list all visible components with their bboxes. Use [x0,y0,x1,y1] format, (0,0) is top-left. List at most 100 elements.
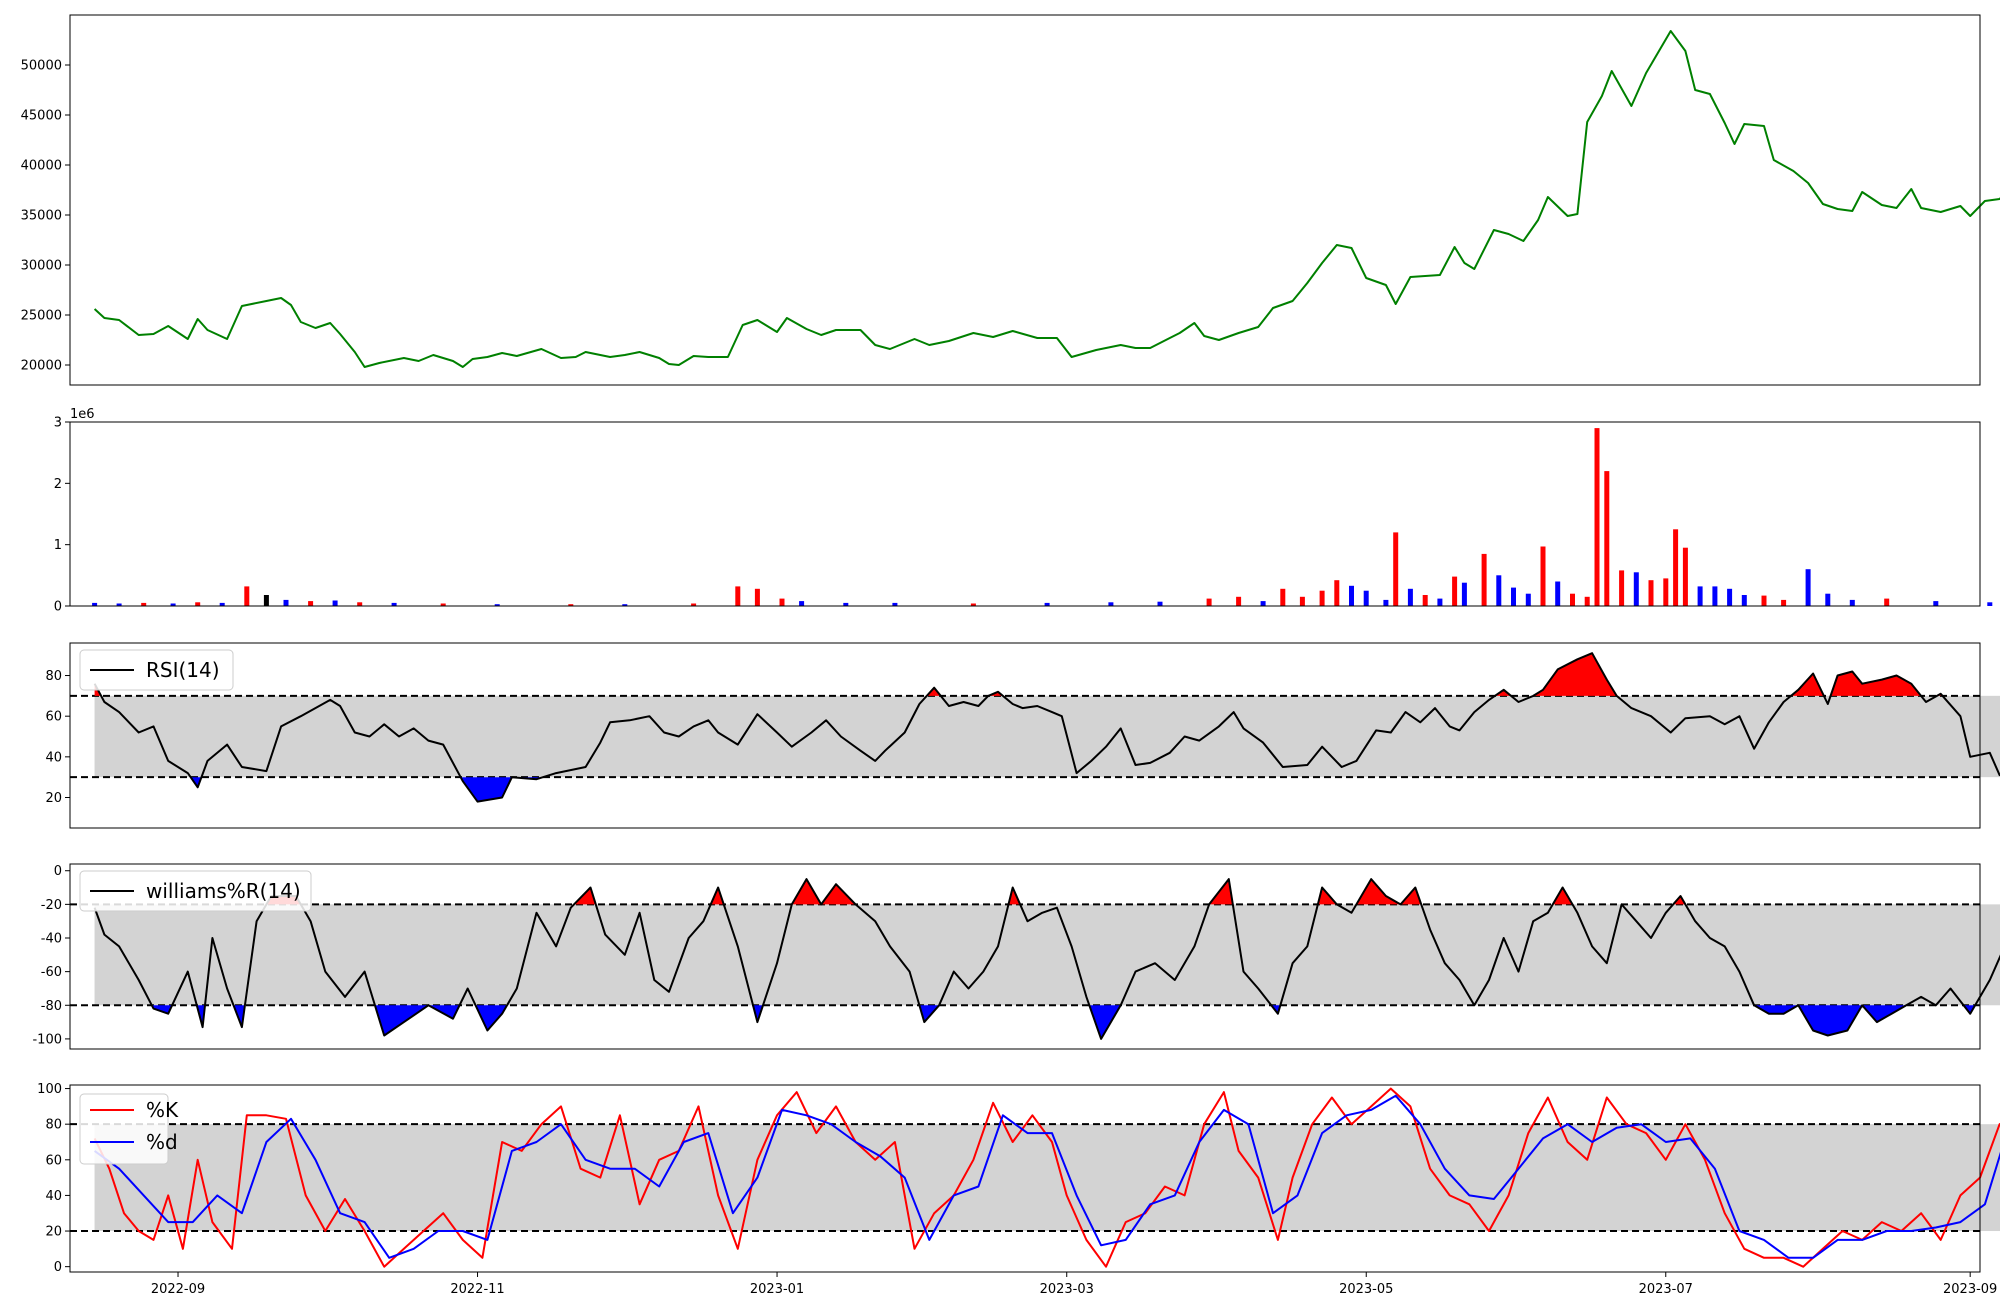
volume-bar [263,595,269,606]
price-frame [69,14,1981,386]
stochastic-y-tick-label: 80 [45,1118,62,1133]
volume-bar [1663,578,1669,606]
volume-y-multiplier-label: 1e6 [70,407,95,422]
volume-bar [799,601,805,606]
stochastic-y-tick-label: 60 [45,1153,62,1168]
volume-y-axis: 0 1 2 3 [54,416,70,615]
d-line [94,1094,2000,1259]
x-tick-label: 2022-09 [151,1282,205,1297]
williams-r-y-tick-label: -20 [41,898,62,913]
williams-r-oversold-fill [151,1005,173,1014]
volume-bar [357,602,363,606]
volume-y-tick-label: 1 [54,538,62,553]
volume-bar [1682,547,1688,606]
williams-r-legend: williams%R(14) [79,870,312,912]
volume-bar [92,602,98,606]
price-y-tick-label: 20000 [21,359,62,374]
volume-bar [1825,593,1831,606]
volume-bar [1619,570,1625,606]
volume-bar [1604,471,1610,606]
volume-bar [1712,586,1718,606]
volume-bar [1407,588,1413,606]
stochastic-legend-box [79,1093,169,1165]
volume-bar [308,601,314,606]
volume-bar [1260,601,1266,606]
rsi-y-axis: 20 40 60 80 [45,669,70,806]
volume-bar [892,602,898,606]
williams-r-oversold-fill [1089,1005,1121,1039]
volume-bar [754,588,760,606]
williams-r-overbought-fill [791,879,822,905]
volume-bar [283,599,289,606]
volume-bar [1511,587,1516,606]
williams-r-oversold-fill [475,1005,507,1031]
volume-bar [779,598,785,606]
volume-bar [1673,529,1679,606]
williams-r-band [94,904,2000,1006]
volume-bar [116,603,122,606]
rsi-frame [69,642,1981,829]
volume-bar [1236,596,1242,606]
price-plot-area [69,14,2000,386]
volume-bar [1383,599,1389,606]
volume-bar [170,603,176,606]
k-legend-label: %K [146,1098,179,1122]
price-y-tick-label: 45000 [21,109,62,124]
rsi-y-tick-label: 80 [45,669,62,684]
volume-bar [970,603,976,606]
stochastic-y-tick-label: 20 [45,1225,62,1240]
volume-bar [332,600,338,606]
rsi-y-tick-label: 60 [45,710,62,725]
volume-bar [1555,581,1561,606]
volume-y-tick-label: 0 [54,600,62,615]
williams-r-overbought-fill [1356,879,1401,905]
williams-r-overbought-fill [821,884,856,905]
volume-bar [1280,588,1286,606]
volume-bar [1884,598,1890,606]
volume-bar [1481,553,1487,606]
volume-bar [1741,595,1747,606]
x-tick-label: 2023-01 [750,1282,804,1297]
volume-bar [141,602,147,606]
volume-bar [391,602,397,606]
volume-bar [1570,593,1575,606]
volume-bar [843,602,849,606]
williams-r-y-tick-label: -80 [41,999,62,1014]
stochastic-y-tick-label: 100 [37,1082,62,1097]
volume-bar [1422,595,1428,606]
x-tick-label: 2023-09 [1943,1282,1997,1297]
williams-r-overbought-fill [710,887,724,905]
price-line [93,30,2000,368]
volume-bar [440,603,446,606]
volume-bar [1987,602,1993,606]
price-y-tick-label: 30000 [21,259,62,274]
volume-bar [1805,569,1811,606]
volume-bar [1461,582,1467,606]
volume-bar [1349,585,1354,606]
price-panel: 20000 25000 30000 35000 40000 45000 50000 [21,14,2000,386]
volume-bar [244,586,250,606]
williams-r-oversold-fill [1862,1005,1907,1023]
williams-r-frame [69,863,1981,1050]
williams-r-oversold-fill [374,1005,429,1036]
d-legend-label: %d [146,1130,178,1154]
williams-r-legend-label: williams%R(14) [146,879,301,903]
volume-bar [494,604,500,606]
rsi-legend-label: RSI(14) [146,658,220,682]
volume-bar [1697,586,1703,606]
williams-r-overbought-fill [1552,887,1573,905]
volume-bar [691,603,697,606]
volume-bar [568,604,574,606]
stochastic-panel: 0 20 40 60 80 100 2022-09 2022-11 2023-01 2023-0… [37,1082,2000,1297]
williams-r-plot-area [69,863,2000,1050]
volume-bar [1108,602,1114,606]
williams-r-line [93,878,2000,1040]
volume-y-tick-label: 2 [54,477,62,492]
volume-bar [1206,598,1212,606]
volume-bar [1393,532,1399,606]
volume-bar [1334,580,1340,606]
stochastic-plot-area [69,1084,2000,1273]
rsi-panel: 20 40 60 80 RSI(14) [45,642,2000,829]
volume-bar [1781,599,1787,606]
volume-bar [1044,602,1050,606]
